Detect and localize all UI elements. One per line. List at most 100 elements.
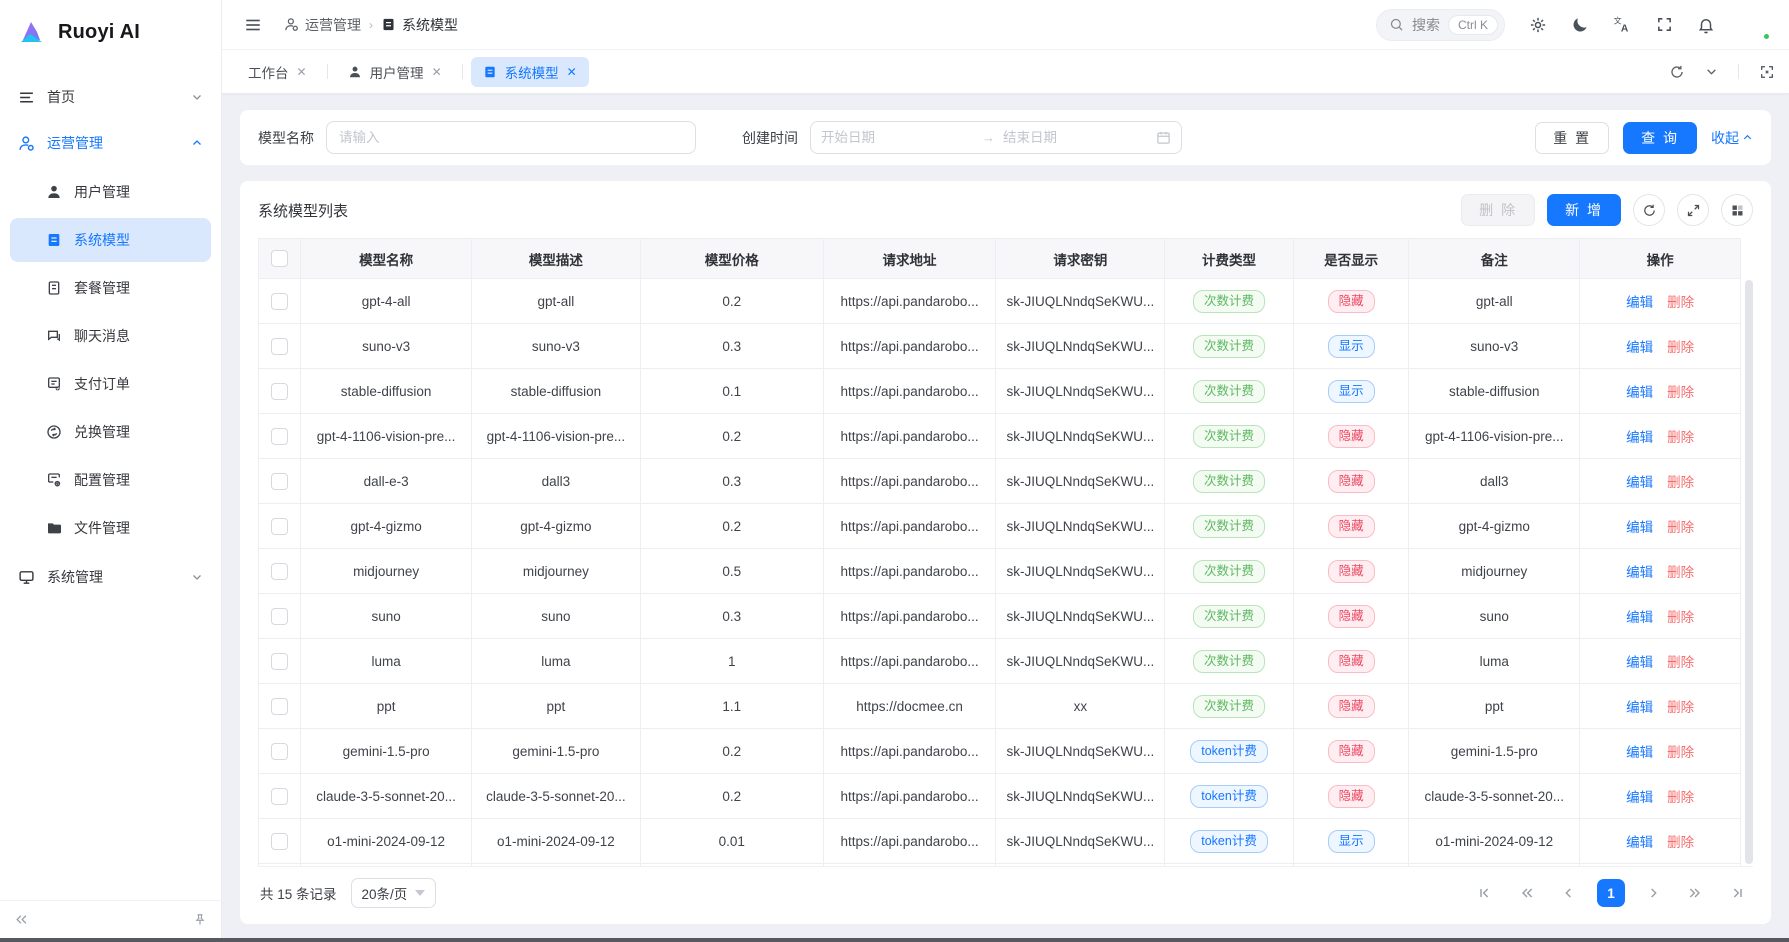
breadcrumb-item-operations[interactable]: 运营管理	[284, 15, 361, 35]
delete-link[interactable]: 删除	[1667, 295, 1695, 310]
select-all-checkbox[interactable]	[271, 250, 289, 267]
refresh-icon[interactable]	[1669, 64, 1685, 80]
row-checkbox[interactable]	[271, 427, 289, 445]
breadcrumb-item-system-model[interactable]: 系统模型	[381, 15, 458, 35]
billing-type-badge: token计费	[1190, 829, 1268, 853]
collapse-filters-link[interactable]: 收起	[1711, 128, 1753, 148]
query-button[interactable]: 查 询	[1623, 121, 1697, 154]
next-group-icon[interactable]	[1681, 879, 1709, 907]
close-icon[interactable]: ✕	[296, 64, 307, 79]
refresh-icon[interactable]	[1633, 194, 1665, 226]
pin-icon[interactable]	[193, 913, 207, 927]
sidebar-item-payment-orders[interactable]: 支付订单	[10, 362, 211, 406]
notifications-bell-icon[interactable]	[1697, 16, 1715, 34]
row-checkbox[interactable]	[271, 607, 289, 625]
row-checkbox[interactable]	[271, 472, 289, 490]
sidebar-item-config-mgmt[interactable]: 配置管理	[10, 458, 211, 502]
billing-type-cell	[1164, 863, 1294, 866]
reset-button[interactable]: 重 置	[1535, 121, 1610, 154]
sidebar-item-operations[interactable]: 运营管理	[0, 120, 221, 166]
close-icon[interactable]: ✕	[431, 64, 442, 79]
sidebar-item-file-mgmt[interactable]: 文件管理	[10, 506, 211, 550]
edit-link[interactable]: 编辑	[1626, 520, 1654, 535]
dark-mode-moon-icon[interactable]	[1571, 16, 1589, 34]
delete-link[interactable]: 删除	[1667, 655, 1695, 670]
delete-link[interactable]: 删除	[1667, 340, 1695, 355]
row-checkbox[interactable]	[271, 382, 289, 400]
expand-table-icon[interactable]	[1677, 194, 1709, 226]
row-checkbox[interactable]	[271, 292, 289, 310]
page-size-select[interactable]: 20条/页	[350, 878, 437, 908]
delete-link[interactable]: 删除	[1667, 565, 1695, 580]
edit-link[interactable]: 编辑	[1626, 835, 1654, 850]
prev-page-icon[interactable]	[1555, 879, 1583, 907]
row-checkbox[interactable]	[271, 697, 289, 715]
tab-user-mgmt[interactable]: 用户管理 ✕	[336, 57, 454, 87]
row-checkbox[interactable]	[271, 337, 289, 355]
page-number-button[interactable]: 1	[1597, 879, 1625, 907]
fullscreen-icon[interactable]	[1656, 16, 1673, 33]
row-checkbox[interactable]	[271, 562, 289, 580]
date-end-input[interactable]	[1003, 130, 1156, 145]
table-row	[258, 863, 1741, 866]
row-checkbox[interactable]	[271, 832, 289, 850]
edit-link[interactable]: 编辑	[1626, 385, 1654, 400]
delete-link[interactable]: 删除	[1667, 790, 1695, 805]
edit-link[interactable]: 编辑	[1626, 295, 1654, 310]
edit-link[interactable]: 编辑	[1626, 430, 1654, 445]
sidebar-item-package-mgmt[interactable]: 套餐管理	[10, 266, 211, 310]
request-url-cell: https://api.pandarobo...	[822, 368, 997, 414]
hamburger-menu-icon[interactable]	[244, 16, 262, 34]
last-page-icon[interactable]	[1723, 879, 1751, 907]
sidebar-item-system-model[interactable]: 系统模型	[10, 218, 211, 262]
row-checkbox[interactable]	[271, 652, 289, 670]
delete-link[interactable]: 删除	[1667, 520, 1695, 535]
row-checkbox[interactable]	[271, 787, 289, 805]
close-icon[interactable]: ✕	[566, 64, 577, 79]
column-settings-icon[interactable]	[1721, 194, 1753, 226]
tab-workbench[interactable]: 工作台 ✕	[236, 57, 319, 87]
model-name-input[interactable]	[326, 121, 696, 154]
settings-gear-icon[interactable]	[1529, 16, 1547, 34]
sidebar-item-home[interactable]: 首页	[0, 74, 221, 120]
content-fullscreen-icon[interactable]	[1759, 64, 1775, 80]
brand-logo[interactable]: Ruoyi AI	[0, 0, 221, 68]
edit-link[interactable]: 编辑	[1626, 790, 1654, 805]
edit-link[interactable]: 编辑	[1626, 565, 1654, 580]
edit-link[interactable]: 编辑	[1626, 745, 1654, 760]
sidebar-item-exchange-mgmt[interactable]: 兑换管理	[10, 410, 211, 454]
delete-link[interactable]: 删除	[1667, 745, 1695, 760]
sidebar-item-user-mgmt[interactable]: 用户管理	[10, 170, 211, 214]
sidebar-item-chat-messages[interactable]: 聊天消息	[10, 314, 211, 358]
tab-system-model[interactable]: 系统模型 ✕	[470, 56, 589, 87]
row-checkbox[interactable]	[271, 742, 289, 760]
sidebar-item-system-mgmt[interactable]: 系统管理	[0, 554, 221, 600]
edit-link[interactable]: 编辑	[1626, 700, 1654, 715]
delete-link[interactable]: 删除	[1667, 700, 1695, 715]
delete-link[interactable]: 删除	[1667, 835, 1695, 850]
vertical-scrollbar[interactable]	[1745, 280, 1753, 864]
delete-link[interactable]: 删除	[1667, 475, 1695, 490]
user-avatar[interactable]	[1739, 9, 1771, 41]
edit-link[interactable]: 编辑	[1626, 340, 1654, 355]
global-search[interactable]: 搜索 Ctrl K	[1376, 8, 1505, 41]
collapse-sidebar-icon[interactable]	[14, 912, 29, 927]
first-page-icon[interactable]	[1471, 879, 1499, 907]
remark-cell: ppt	[1408, 683, 1581, 729]
edit-link[interactable]: 编辑	[1626, 655, 1654, 670]
batch-delete-button[interactable]: 删 除	[1461, 194, 1536, 226]
delete-link[interactable]: 删除	[1667, 610, 1695, 625]
row-checkbox[interactable]	[271, 517, 289, 535]
edit-link[interactable]: 编辑	[1626, 475, 1654, 490]
next-page-icon[interactable]	[1639, 879, 1667, 907]
date-range-picker[interactable]: →	[810, 121, 1182, 154]
edit-link[interactable]: 编辑	[1626, 610, 1654, 625]
delete-link[interactable]: 删除	[1667, 385, 1695, 400]
add-button[interactable]: 新 增	[1547, 194, 1621, 226]
date-start-input[interactable]	[821, 130, 974, 145]
delete-link[interactable]: 删除	[1667, 430, 1695, 445]
visibility-cell: 显示	[1292, 818, 1410, 864]
prev-group-icon[interactable]	[1513, 879, 1541, 907]
chevron-down-icon[interactable]	[1705, 65, 1718, 78]
